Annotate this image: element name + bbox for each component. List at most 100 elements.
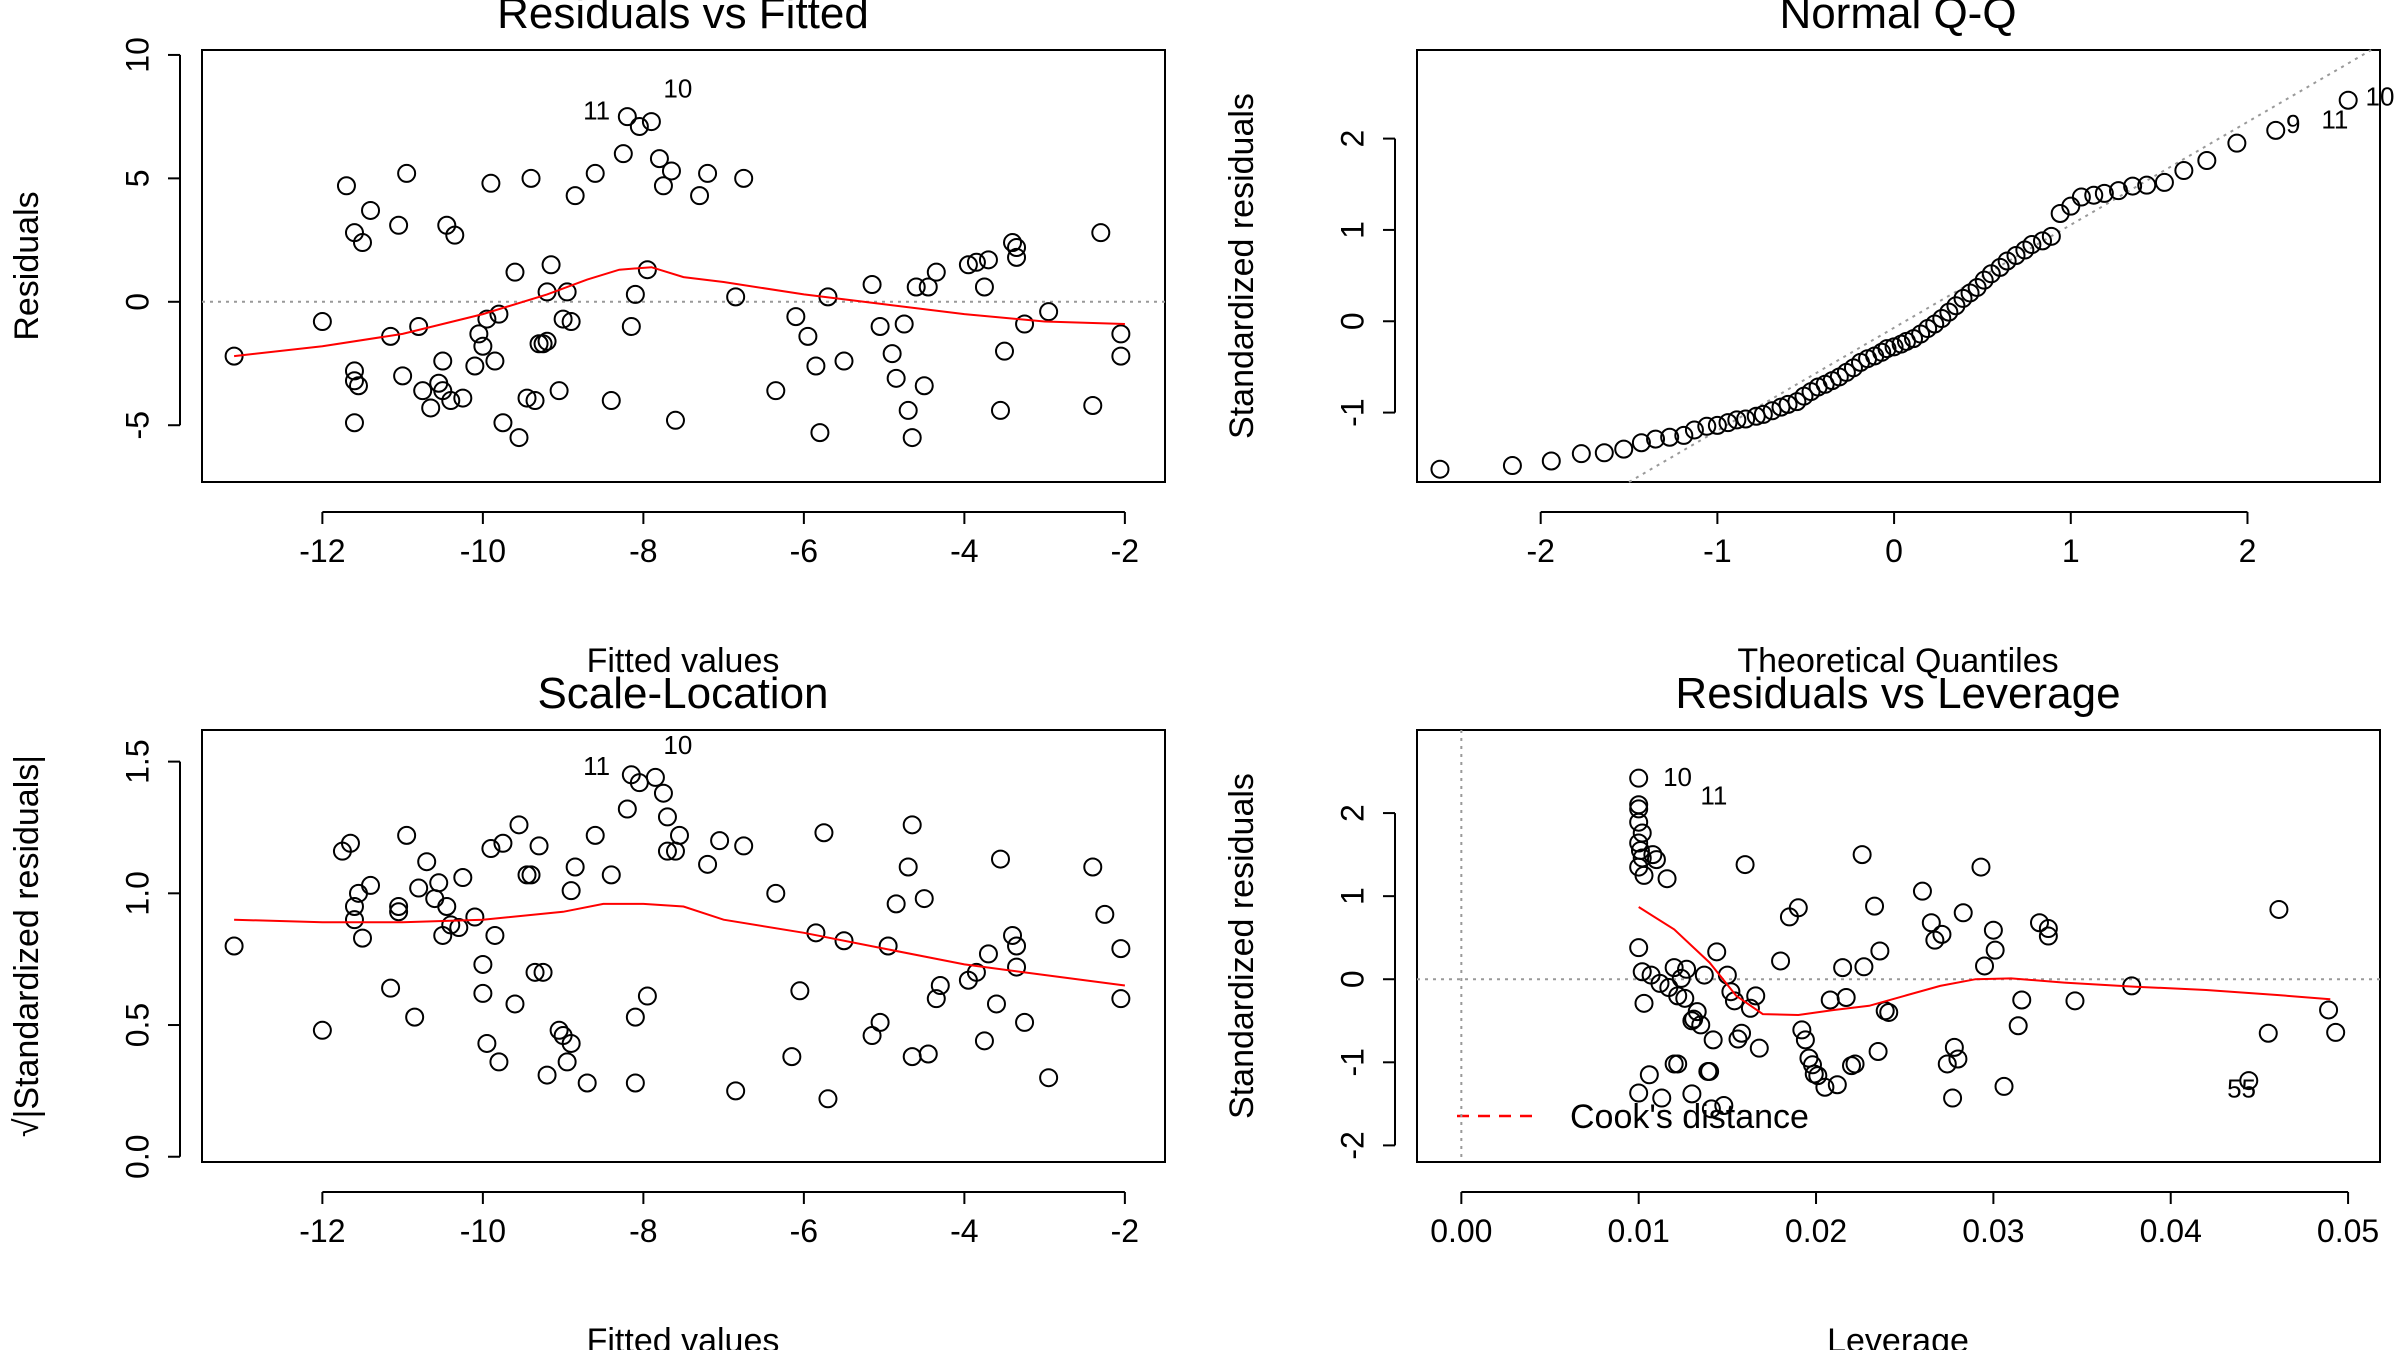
sl-data-point — [1111, 989, 1131, 1009]
rvf-point-label: 10 — [663, 73, 692, 103]
sl-data-point — [782, 1047, 802, 1067]
sl-data-point — [1095, 904, 1115, 924]
rvl-data-point — [1700, 1061, 1720, 1081]
qq-data-point — [1932, 309, 1952, 329]
sl-point-label: 11 — [583, 751, 610, 781]
rvl-data-point — [1802, 1055, 1822, 1075]
rvl-data-point — [1852, 845, 1872, 865]
rvl-data-point — [1971, 857, 1991, 877]
sl-data-point — [617, 799, 637, 819]
sl-data-point — [657, 807, 677, 827]
sl-data-point — [549, 1020, 569, 1040]
sl-data-point — [870, 1012, 890, 1032]
normal-qq-panel: Normal Q-Q Theoretical Quantiles Standar… — [1223, 0, 2394, 680]
rvf-data-point — [958, 255, 978, 275]
qq-data-point — [1571, 444, 1591, 464]
sl-data-point — [344, 910, 364, 930]
qq-x-tick-label: -2 — [1526, 533, 1554, 569]
rvl-data-point — [1735, 855, 1755, 875]
rvf-data-point — [565, 186, 585, 206]
sl-data-point — [509, 815, 529, 835]
residuals-vs-fitted-panel: Residuals vs Fitted Fitted values Residu… — [8, 0, 1166, 680]
rvf-data-point — [601, 391, 621, 411]
qq-data-point — [2137, 175, 2157, 195]
rvl-data-point — [2008, 1016, 2028, 1036]
sl-data-point — [990, 849, 1010, 869]
sl-data-point — [657, 841, 677, 861]
rvl-data-point — [1865, 896, 1885, 916]
cooks-distance-legend-label: Cook's distance — [1570, 1098, 1809, 1136]
qq-data-point — [1707, 415, 1727, 435]
sl-data-point — [353, 928, 372, 948]
rvf-data-point — [966, 252, 986, 272]
sl-data-point — [726, 1081, 746, 1101]
rvl-data-point — [1795, 1030, 1815, 1050]
rvf-data-point — [894, 314, 914, 334]
sl-data-point — [625, 1007, 645, 1027]
rvl-data-point — [1879, 1002, 1899, 1022]
sl-data-point — [669, 825, 689, 845]
qq-data-point — [1674, 425, 1694, 445]
rvl-data-point — [1833, 958, 1853, 978]
rvl-data-point — [2038, 926, 2058, 946]
rvf-data-point — [1091, 223, 1111, 243]
rvl-data-point — [1932, 924, 1952, 944]
sl-data-point — [625, 1073, 645, 1093]
rvf-data-point — [433, 351, 453, 371]
rvf-data-point — [557, 282, 577, 302]
rvf-data-point — [549, 381, 569, 401]
sl-data-point — [1039, 1068, 1059, 1088]
sl-data-point — [389, 896, 409, 916]
sl-data-point — [521, 865, 541, 885]
qq-data-point — [2174, 161, 2194, 181]
sl-data-point — [974, 1031, 994, 1051]
sl-data-point — [914, 889, 934, 909]
sl-y-tick-label: 0.0 — [119, 1134, 155, 1178]
rvl-data-point — [1629, 1083, 1649, 1103]
sl-data-point — [405, 1007, 425, 1027]
rvl-data-point — [1721, 982, 1741, 1002]
sl-data-point — [361, 875, 381, 895]
sl-y-tick-label: 1.5 — [119, 739, 155, 783]
rvl-data-point — [1771, 951, 1791, 971]
rvf-data-point — [898, 400, 918, 420]
sl-data-point — [734, 836, 754, 856]
sl-data-point — [1007, 957, 1027, 977]
qq-data-point — [1753, 404, 1773, 424]
rvf-data-point — [1015, 314, 1035, 334]
sl-data-point — [389, 902, 409, 922]
qq-data-point — [1872, 342, 1892, 362]
rvf-data-point — [862, 275, 882, 295]
sl-data-point — [312, 1020, 332, 1040]
sl-data-point — [481, 839, 501, 859]
rvl-data-point — [1714, 1096, 1734, 1116]
qq-data-point — [1631, 433, 1651, 453]
rvl-data-point — [1668, 1054, 1688, 1074]
sl-data-point — [1111, 939, 1131, 959]
qq-data-point — [2084, 185, 2104, 205]
sl-data-point — [698, 854, 718, 874]
rvf-data-point — [453, 388, 473, 408]
rvf-data-point — [637, 260, 657, 280]
rvl-data-point — [1694, 965, 1714, 985]
rvl-data-point — [1740, 998, 1760, 1018]
rvl-data-point — [1948, 1049, 1968, 1069]
sl-data-point — [637, 986, 657, 1006]
qq-data-point — [2041, 226, 2061, 246]
sl-data-point — [966, 962, 986, 982]
sl-data-point — [898, 857, 918, 877]
rvf-data-point — [509, 428, 529, 448]
qq-data-point — [1736, 409, 1756, 429]
sl-data-point — [489, 1052, 509, 1072]
rvl-data-point — [1944, 1037, 1964, 1057]
rvf-data-point — [421, 398, 441, 418]
sl-data-point — [878, 936, 898, 956]
rvf-data-point — [882, 344, 902, 364]
sl-x-tick-label: -6 — [790, 1213, 818, 1249]
rvf-x-tick-label: -10 — [460, 533, 506, 569]
qq-data-point — [1697, 416, 1717, 436]
sl-data-point — [886, 894, 906, 914]
rvf-data-point — [553, 309, 573, 329]
sl-data-point — [790, 981, 810, 1001]
rvl-data-point — [1629, 833, 1649, 853]
